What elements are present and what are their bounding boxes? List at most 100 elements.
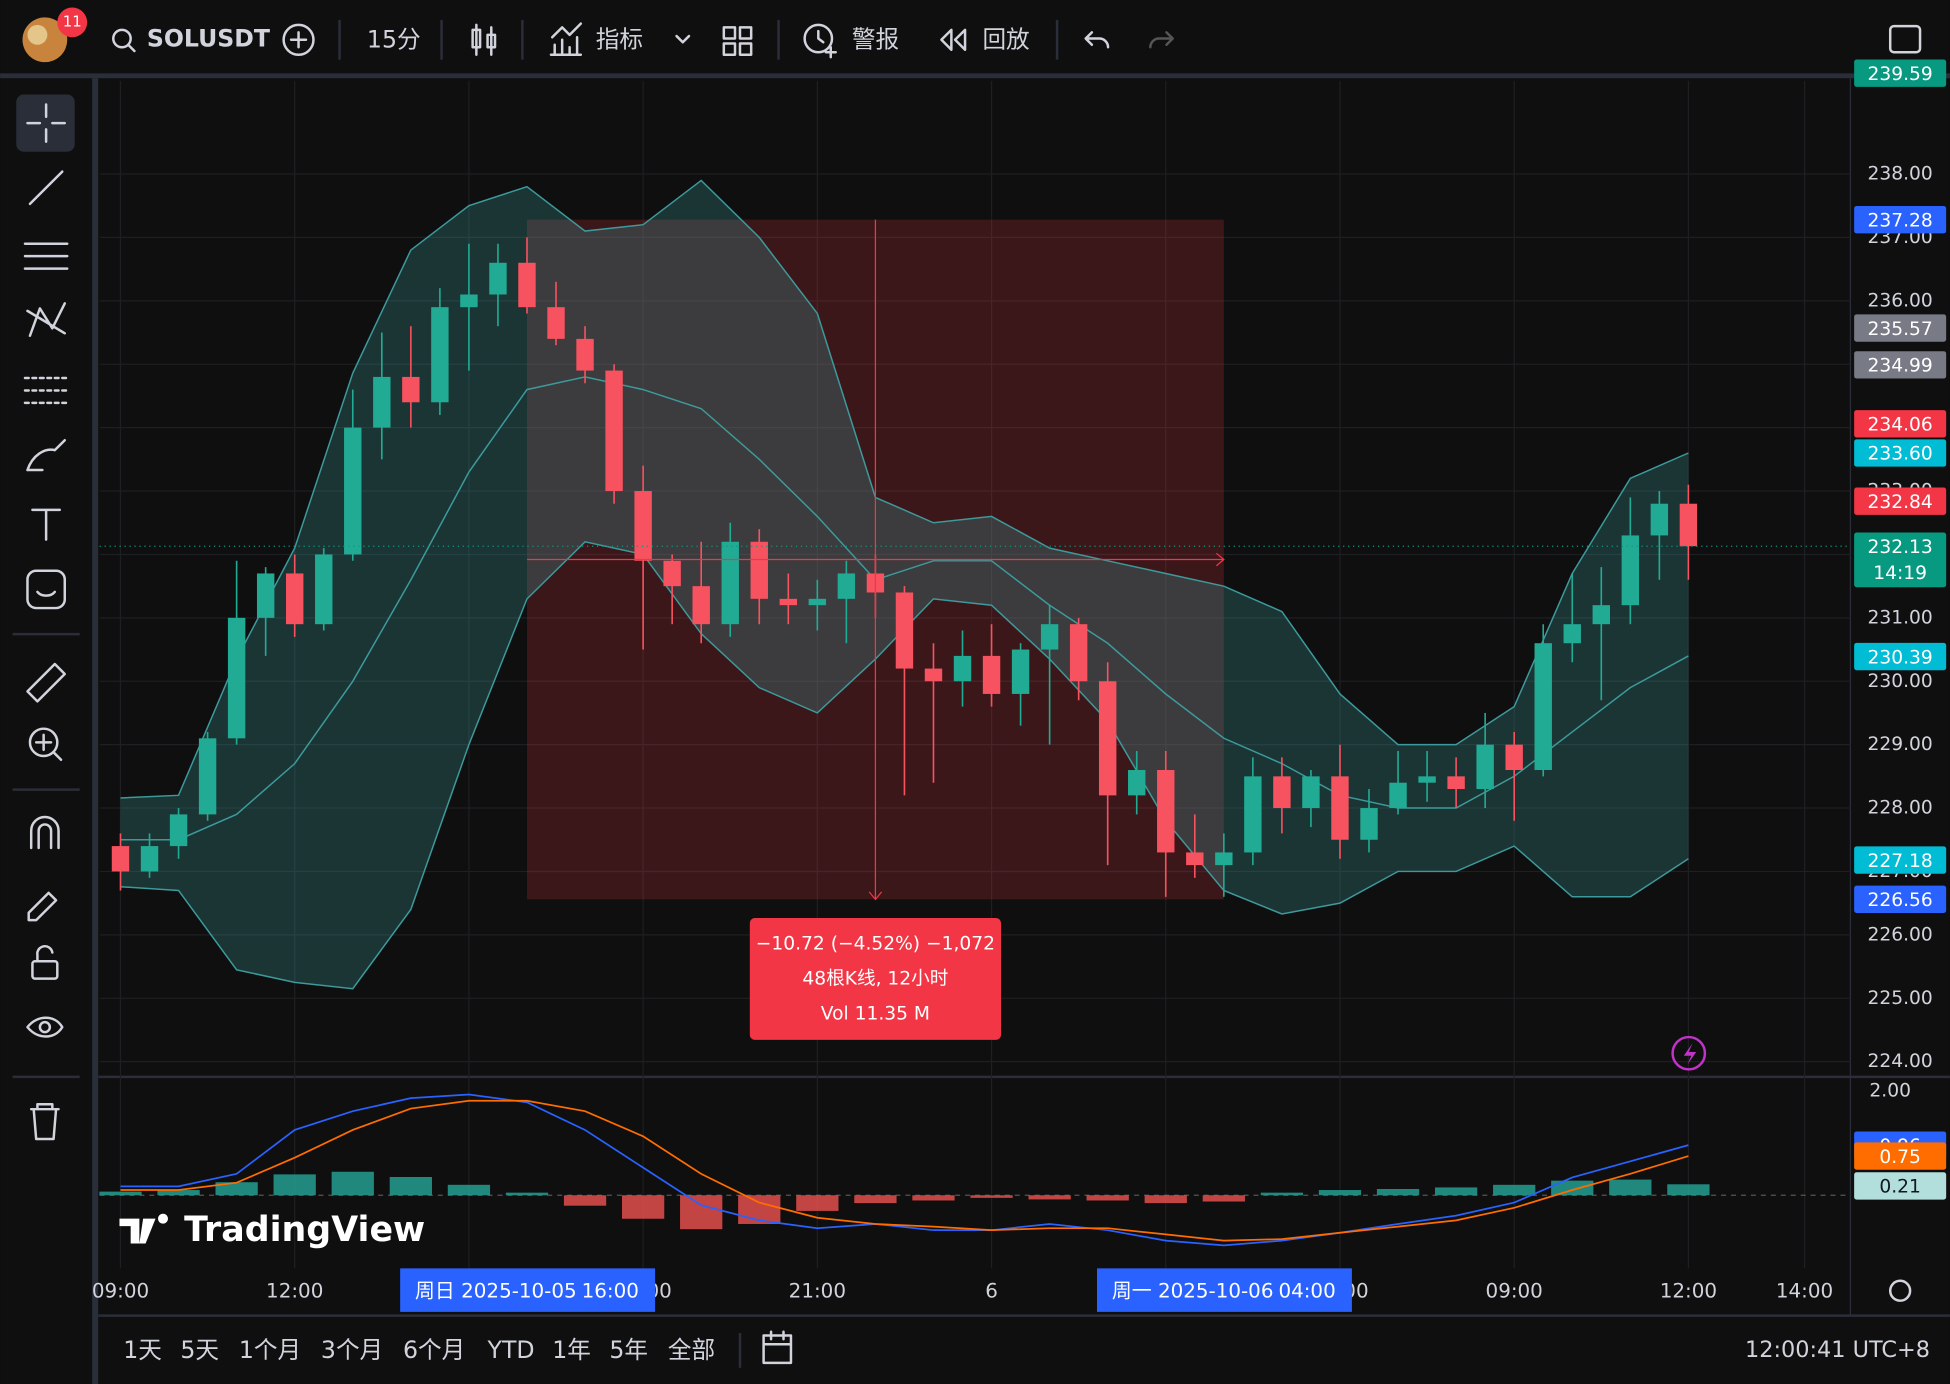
- histogram-bar: [1260, 1192, 1304, 1196]
- candle-body: [1534, 643, 1552, 771]
- histogram-bar: [273, 1174, 316, 1196]
- y-tick-label: 2.00: [1869, 1080, 1911, 1101]
- text-tool[interactable]: [31, 508, 62, 541]
- candle-body: [982, 655, 1001, 694]
- add-symbol[interactable]: [282, 23, 315, 56]
- histogram-bar: [1318, 1190, 1362, 1196]
- pattern-tool[interactable]: [26, 302, 67, 337]
- candle-body: [1418, 776, 1436, 783]
- x-tick-label: 14:00: [1776, 1279, 1833, 1302]
- crosshair-time: 16:00: [582, 1279, 639, 1302]
- left-toolbar-bg: [0, 78, 93, 1384]
- search-icon: [126, 43, 136, 53]
- alert-icon[interactable]: [803, 23, 834, 54]
- replay-button[interactable]: 回放: [982, 26, 1029, 54]
- range-button[interactable]: 全部: [668, 1336, 715, 1364]
- toolbar-border: [0, 73, 1950, 79]
- indicator-icon[interactable]: [549, 22, 583, 56]
- projection-tool[interactable]: [23, 376, 69, 405]
- range-button[interactable]: 5天: [180, 1336, 219, 1364]
- settings-icon[interactable]: [1888, 1279, 1912, 1302]
- price-tag-label: 234.99: [1868, 356, 1933, 377]
- macd-line: [120, 1093, 1689, 1247]
- fib-tool[interactable]: [23, 242, 69, 270]
- line-tool[interactable]: [28, 170, 64, 206]
- delete-tool[interactable]: [29, 1102, 60, 1141]
- y-tick-label: 230.00: [1868, 671, 1933, 692]
- candle-body: [1244, 776, 1262, 853]
- layout-icon[interactable]: [722, 26, 753, 56]
- interval[interactable]: 15分: [367, 26, 421, 54]
- candle-body: [1186, 852, 1204, 866]
- sticker-tool[interactable]: [26, 569, 67, 610]
- lightning-icon: [1683, 1043, 1697, 1065]
- fullscreen[interactable]: [1888, 24, 1922, 54]
- histogram-bar: [680, 1195, 723, 1230]
- range-button[interactable]: 1天: [123, 1336, 162, 1364]
- x-tick-label: 09:00: [92, 1279, 149, 1302]
- histogram-bar: [331, 1171, 374, 1196]
- brush-tool[interactable]: [26, 438, 67, 472]
- crosshair-date: 周日 2025-10-05: [415, 1279, 577, 1302]
- histogram-bar: [1202, 1195, 1245, 1202]
- crosshair-tool[interactable]: [26, 103, 67, 144]
- macd-line: [120, 1099, 1689, 1242]
- candle-body: [460, 294, 478, 308]
- price-tag-label: 234.06: [1868, 415, 1933, 436]
- zoom-tool[interactable]: [28, 727, 59, 758]
- price-tag-label: 235.57: [1868, 319, 1933, 340]
- chart-type-icon[interactable]: [471, 23, 497, 56]
- undo[interactable]: [1084, 31, 1110, 49]
- range-button[interactable]: YTD: [487, 1336, 535, 1364]
- range-button[interactable]: 5年: [609, 1336, 648, 1364]
- candle-body: [1069, 624, 1088, 682]
- price-tag-label: 227.18: [1868, 851, 1933, 872]
- active-tool-bg: [16, 94, 75, 152]
- symbol[interactable]: SOLUSDT: [147, 24, 270, 52]
- zoom-icon: [34, 733, 63, 762]
- candle-body: [315, 554, 333, 625]
- histogram-bar: [505, 1192, 549, 1196]
- candle-body: [634, 491, 652, 561]
- y-tick-label: 228.00: [1868, 798, 1933, 819]
- price-tag: [1854, 59, 1947, 87]
- indicators-button[interactable]: 指标: [596, 26, 643, 54]
- price-tag: [1854, 206, 1947, 234]
- lightning-button[interactable]: [1671, 1035, 1707, 1071]
- y-tick-label: 236.00: [1868, 290, 1933, 311]
- lock-tool[interactable]: [31, 959, 59, 980]
- candle-body: [808, 598, 827, 606]
- x-tick-label: 09:00: [1486, 1279, 1543, 1302]
- x-tick-label: 6: [985, 1279, 998, 1302]
- y-tick-label: 229.00: [1868, 734, 1933, 755]
- magnet-tool[interactable]: [29, 815, 60, 850]
- search-icon[interactable]: [112, 28, 132, 49]
- avatar-face: [27, 24, 48, 45]
- date-range-icon[interactable]: [762, 1330, 793, 1365]
- alert-button[interactable]: 警报: [852, 26, 899, 54]
- band-upper: [120, 179, 1689, 799]
- histogram-bar: [447, 1184, 491, 1196]
- price-tag-label: 226.56: [1868, 890, 1933, 911]
- replay-icon[interactable]: [940, 28, 967, 51]
- ruler-tool[interactable]: [26, 662, 67, 703]
- range-button[interactable]: 1个月: [239, 1336, 301, 1364]
- redo[interactable]: [1149, 31, 1174, 49]
- dropdown-icon[interactable]: [675, 34, 691, 44]
- watermark: TradingView: [184, 1210, 425, 1250]
- candle-body: [1331, 776, 1349, 840]
- last-price-tag: [1854, 532, 1947, 588]
- range-button[interactable]: 3个月: [321, 1336, 383, 1364]
- lock-draw-tool[interactable]: [27, 891, 58, 922]
- range-button[interactable]: 6个月: [403, 1336, 465, 1364]
- badge: [57, 7, 88, 38]
- histogram-bar: [563, 1195, 607, 1206]
- range-button[interactable]: 1年: [552, 1336, 591, 1364]
- lock-icon: [36, 944, 54, 963]
- candle-body: [1447, 776, 1465, 790]
- price-tag: [1854, 439, 1947, 467]
- visibility-tool[interactable]: [26, 1016, 64, 1038]
- candle-body: [1215, 852, 1233, 866]
- candle-body: [1011, 649, 1030, 694]
